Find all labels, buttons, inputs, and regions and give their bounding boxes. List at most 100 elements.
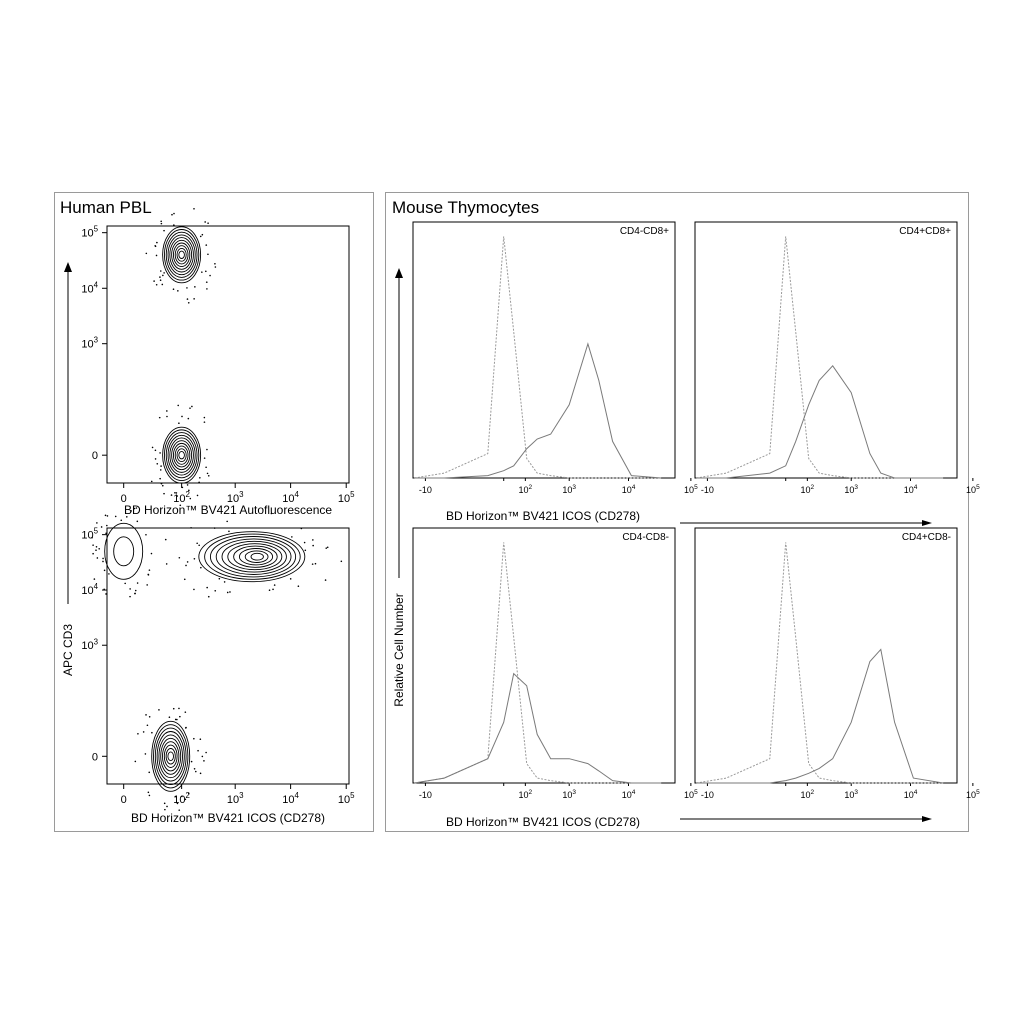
event-dot bbox=[178, 707, 180, 710]
y-axis-label: Relative Cell Number bbox=[392, 593, 406, 706]
event-dot bbox=[205, 270, 207, 273]
population-contour bbox=[178, 250, 185, 259]
event-dot bbox=[130, 510, 132, 512]
event-dot bbox=[103, 569, 106, 572]
x-tick-label: 102 bbox=[801, 789, 815, 800]
population-contour bbox=[154, 727, 187, 785]
event-dot bbox=[172, 288, 175, 291]
y-tick-label: 103 bbox=[81, 637, 98, 652]
event-dot bbox=[193, 588, 195, 591]
x-tick-label: 105 bbox=[338, 490, 355, 505]
event-dot bbox=[125, 516, 128, 518]
event-dot bbox=[312, 544, 314, 547]
x-tick-label: 103 bbox=[562, 789, 576, 800]
y-axis-arrowhead bbox=[64, 262, 72, 272]
x-tick-label: 0 bbox=[121, 794, 127, 806]
stained-histogram-line bbox=[696, 648, 944, 784]
histogram-frame bbox=[694, 221, 958, 479]
event-dot bbox=[193, 207, 195, 210]
population-contour bbox=[162, 741, 180, 772]
event-dot bbox=[203, 457, 206, 459]
x-tick-label: 105 bbox=[338, 791, 355, 806]
event-dot bbox=[91, 536, 93, 539]
population-contour bbox=[233, 545, 278, 568]
event-dot bbox=[186, 298, 189, 300]
event-dot bbox=[186, 287, 188, 289]
event-dot bbox=[178, 809, 181, 811]
event-dot bbox=[159, 469, 162, 471]
event-dot bbox=[228, 530, 230, 533]
population-contour bbox=[169, 237, 194, 273]
event-dot bbox=[96, 557, 99, 559]
population-contour bbox=[167, 434, 196, 476]
event-dot bbox=[178, 422, 180, 425]
event-dot bbox=[325, 547, 328, 549]
event-dot bbox=[187, 301, 190, 304]
event-dot bbox=[173, 212, 175, 215]
event-dot bbox=[136, 582, 139, 584]
event-dot bbox=[161, 283, 164, 286]
population-contour bbox=[158, 734, 183, 779]
population-contour bbox=[165, 231, 198, 278]
event-dot bbox=[163, 272, 165, 274]
population-label: CD4+CD8+ bbox=[899, 226, 951, 237]
event-dot bbox=[206, 288, 208, 290]
event-dot bbox=[164, 538, 167, 541]
event-dot bbox=[179, 504, 182, 507]
event-dot bbox=[184, 711, 187, 713]
population-contour bbox=[167, 234, 196, 276]
population-contour bbox=[250, 552, 264, 561]
event-dot bbox=[105, 593, 107, 595]
x-tick-label: 102 bbox=[173, 490, 190, 505]
event-dot bbox=[120, 519, 123, 522]
population-label: CD4+CD8- bbox=[902, 532, 951, 543]
x-tick-label: 104 bbox=[282, 791, 299, 806]
event-dot bbox=[205, 751, 207, 754]
event-dot bbox=[159, 270, 162, 272]
human-pbl-title: Human PBL bbox=[60, 198, 152, 217]
x-tick-label: 102 bbox=[519, 789, 533, 800]
event-dot bbox=[272, 588, 274, 591]
event-dot bbox=[164, 808, 166, 811]
event-dot bbox=[200, 566, 202, 569]
population-contour bbox=[221, 540, 287, 573]
event-dot bbox=[103, 588, 105, 591]
event-dot bbox=[168, 716, 171, 719]
event-dot bbox=[100, 526, 103, 528]
event-dot bbox=[270, 512, 273, 515]
event-dot bbox=[205, 466, 207, 469]
event-dot bbox=[146, 724, 149, 727]
event-dot bbox=[214, 266, 217, 268]
event-dot bbox=[166, 805, 168, 808]
event-dot bbox=[102, 560, 104, 563]
event-dot bbox=[95, 545, 98, 548]
event-dot bbox=[159, 477, 161, 480]
event-dot bbox=[156, 241, 158, 244]
event-dot bbox=[148, 771, 151, 774]
population-contour bbox=[238, 548, 274, 566]
x-tick-label: 104 bbox=[904, 484, 918, 495]
event-dot bbox=[163, 802, 166, 805]
population-contour bbox=[209, 536, 297, 578]
event-dot bbox=[201, 233, 204, 236]
isotype-control-line bbox=[414, 236, 662, 479]
event-dot bbox=[161, 484, 164, 487]
population-label: CD4-CD8+ bbox=[620, 226, 669, 237]
event-dot bbox=[185, 564, 187, 567]
contour-plot-frame bbox=[106, 225, 350, 484]
population-contour bbox=[151, 720, 191, 792]
event-dot bbox=[326, 546, 329, 549]
event-dot bbox=[93, 578, 96, 580]
event-dot bbox=[142, 731, 145, 733]
event-dot bbox=[193, 298, 195, 300]
event-dot bbox=[129, 595, 131, 598]
x-tick-label: -10 bbox=[419, 485, 432, 495]
event-dot bbox=[312, 539, 314, 541]
event-dot bbox=[205, 281, 208, 283]
y-tick-label: 104 bbox=[81, 582, 98, 597]
population-contour bbox=[244, 550, 269, 563]
event-dot bbox=[133, 507, 136, 510]
event-dot bbox=[158, 709, 160, 711]
population-contour bbox=[113, 536, 135, 567]
population-contour bbox=[163, 429, 200, 481]
